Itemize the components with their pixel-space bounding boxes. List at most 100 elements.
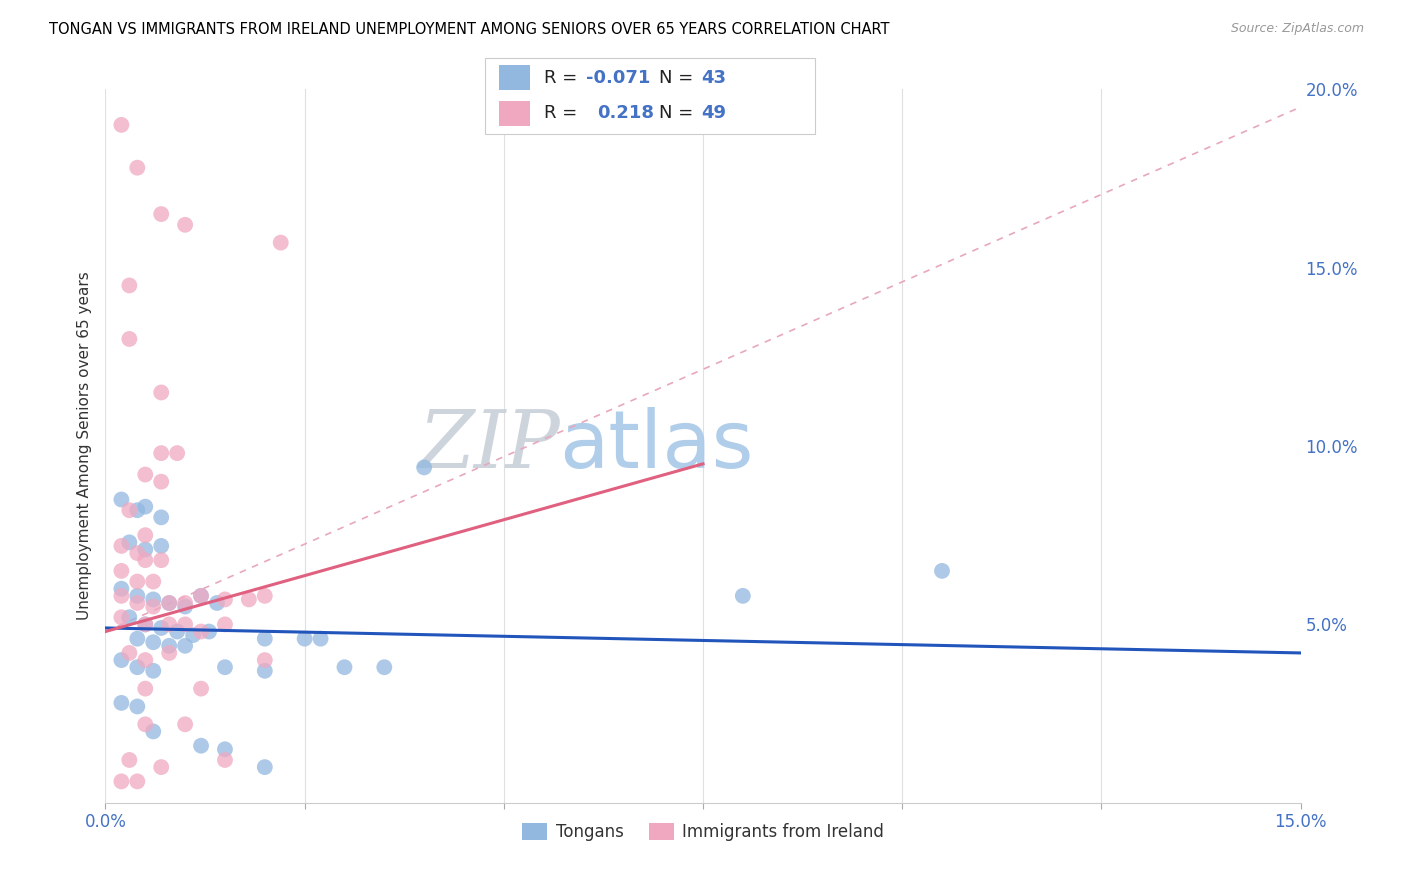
Point (118, 646, 141, 660)
Point (174, 717, 197, 731)
Point (110, 610, 132, 624)
Point (253, 632, 276, 646)
Point (118, 610, 141, 624)
Point (253, 653, 276, 667)
Point (110, 653, 132, 667)
Point (190, 681, 212, 696)
Text: R =: R = (544, 104, 583, 122)
Point (166, 446, 188, 460)
Point (373, 660, 395, 674)
Point (157, 639, 180, 653)
Point (118, 535, 141, 549)
Point (142, 592, 165, 607)
Point (198, 624, 221, 639)
Point (110, 589, 132, 603)
Point (413, 460, 436, 475)
Text: TONGAN VS IMMIGRANTS FROM IRELAND UNEMPLOYMENT AMONG SENIORS OVER 65 YEARS CORRE: TONGAN VS IMMIGRANTS FROM IRELAND UNEMPL… (49, 22, 890, 37)
Point (142, 724, 165, 739)
Text: 49: 49 (702, 104, 727, 122)
Point (150, 475, 173, 489)
Point (110, 118, 132, 132)
Point (127, 574, 149, 589)
Point (190, 589, 212, 603)
Point (166, 624, 188, 639)
Point (181, 628, 204, 642)
Point (118, 332, 141, 346)
Point (134, 467, 156, 482)
Point (150, 385, 173, 400)
Point (174, 639, 197, 653)
Y-axis label: Unemployment Among Seniors over 65 years: Unemployment Among Seniors over 65 years (76, 272, 91, 620)
Point (142, 664, 165, 678)
Point (214, 753, 236, 767)
Point (333, 660, 356, 674)
Point (127, 546, 149, 560)
Point (190, 624, 212, 639)
Point (150, 539, 173, 553)
Point (270, 235, 292, 250)
Point (157, 646, 180, 660)
Point (205, 596, 228, 610)
Point (142, 574, 165, 589)
Point (118, 753, 141, 767)
Point (253, 589, 276, 603)
Point (127, 660, 149, 674)
Point (238, 592, 260, 607)
Point (127, 503, 149, 517)
Point (309, 632, 332, 646)
Point (157, 596, 180, 610)
Point (214, 742, 236, 756)
Text: N =: N = (659, 69, 699, 87)
Point (110, 582, 132, 596)
Point (127, 774, 149, 789)
Point (190, 739, 212, 753)
Point (127, 161, 149, 175)
Point (134, 553, 156, 567)
Point (134, 717, 156, 731)
Point (110, 492, 132, 507)
Legend: Tongans, Immigrants from Ireland: Tongans, Immigrants from Ireland (516, 816, 890, 848)
Text: R =: R = (544, 69, 583, 87)
Point (190, 589, 212, 603)
Text: atlas: atlas (560, 407, 754, 485)
Point (134, 617, 156, 632)
Point (127, 699, 149, 714)
Text: 0.218: 0.218 (598, 104, 655, 122)
Point (253, 760, 276, 774)
Text: N =: N = (659, 104, 699, 122)
Point (150, 510, 173, 524)
Point (157, 596, 180, 610)
Point (118, 503, 141, 517)
Point (127, 632, 149, 646)
Text: -0.071: -0.071 (586, 69, 651, 87)
Point (150, 621, 173, 635)
Point (134, 617, 156, 632)
Point (174, 617, 197, 632)
Point (931, 564, 953, 578)
Point (110, 539, 132, 553)
Point (127, 596, 149, 610)
Point (150, 553, 173, 567)
Point (294, 632, 316, 646)
Point (134, 681, 156, 696)
Point (142, 599, 165, 614)
Point (134, 500, 156, 514)
Point (118, 278, 141, 293)
Point (157, 617, 180, 632)
Point (150, 446, 173, 460)
Point (134, 528, 156, 542)
Text: 43: 43 (702, 69, 727, 87)
Point (110, 564, 132, 578)
Point (150, 207, 173, 221)
Point (214, 660, 236, 674)
Point (134, 653, 156, 667)
Point (127, 589, 149, 603)
Point (174, 596, 197, 610)
Point (214, 592, 236, 607)
Text: Source: ZipAtlas.com: Source: ZipAtlas.com (1230, 22, 1364, 36)
Text: ZIP: ZIP (418, 408, 560, 484)
Point (174, 218, 197, 232)
Point (214, 617, 236, 632)
Point (253, 664, 276, 678)
Point (110, 696, 132, 710)
